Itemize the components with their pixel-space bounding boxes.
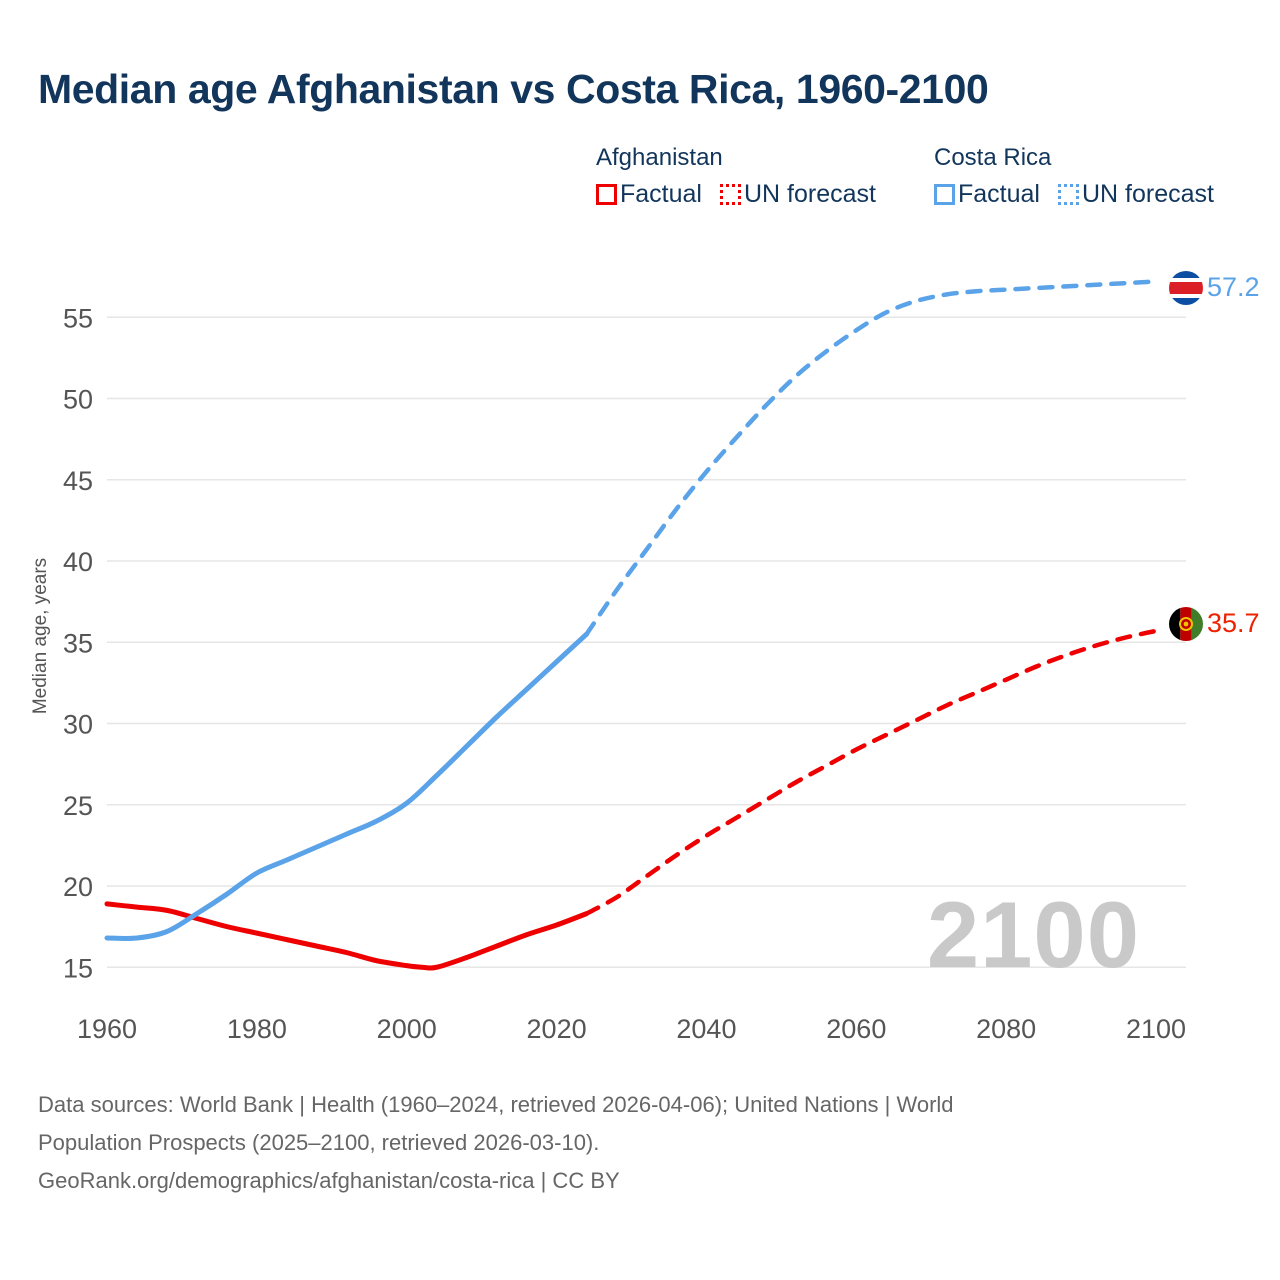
series-line-afghanistan-forecast: [584, 628, 1159, 916]
legend-item-label: UN forecast: [743, 180, 876, 208]
legend-swatch-solid-icon: [596, 183, 617, 205]
footer-line-3[interactable]: GeoRank.org/demographics/afghanistan/cos…: [38, 1168, 620, 1193]
legend-item-costa-rica-factual[interactable]: Factual: [934, 181, 1040, 207]
x-tick-label: 2000: [377, 1014, 437, 1044]
y-tick-label: 15: [63, 953, 93, 983]
x-tick-label: 2060: [826, 1014, 886, 1044]
legend-swatch-dotted-icon: [1057, 183, 1079, 205]
legend-swatch-dotted-icon: [719, 183, 741, 205]
legend-group-title-afghanistan: Afghanistan: [596, 144, 723, 171]
legend-group-afghanistan: Afghanistan Factual UN forecast: [596, 143, 876, 207]
footer-line-1: Data sources: World Bank | Health (1960–…: [38, 1092, 954, 1117]
legend-group-costa-rica: Costa Rica Factual UN forecast: [934, 143, 1214, 207]
chart-y-axis-title: Median age, years: [30, 558, 51, 714]
legend-item-label: Factual: [958, 180, 1040, 208]
series-line-costa-rica-forecast: [584, 279, 1159, 637]
endpoint-value-afghanistan: 35.7: [1207, 608, 1260, 638]
legend-item-label: Factual: [620, 180, 702, 208]
x-tick-label: 1980: [227, 1014, 287, 1044]
x-tick-label: 2080: [976, 1014, 1036, 1044]
endpoint-value-costa-rica: 57.2: [1207, 272, 1260, 302]
chart-y-tick-labels: 15 20 25 30 35 40 45 50 55: [63, 303, 93, 983]
chart-legend: Afghanistan Factual UN forecast Costa Ri…: [596, 143, 1256, 223]
y-tick-label: 30: [63, 710, 93, 740]
legend-item-label: UN forecast: [1081, 180, 1214, 208]
y-tick-label: 50: [63, 385, 93, 415]
x-tick-label: 1960: [77, 1014, 137, 1044]
y-tick-label: 35: [63, 628, 93, 658]
y-tick-label: 40: [63, 547, 93, 577]
x-tick-label: 2020: [527, 1014, 587, 1044]
legend-group-title-costa-rica: Costa Rica: [934, 144, 1052, 171]
y-tick-label: 45: [63, 466, 93, 496]
x-tick-label: 2100: [1126, 1014, 1186, 1044]
page-title: Median age Afghanistan vs Costa Rica, 19…: [38, 66, 989, 112]
footer-line-2: Population Prospects (2025–2100, retriev…: [38, 1130, 600, 1155]
chart-x-tick-labels: 1960 1980 2000 2020 2040 2060 2080 2100: [77, 1014, 1186, 1044]
series-line-afghanistan-factual: [104, 901, 590, 971]
chart-gridlines: [107, 316, 1186, 968]
costa-rica-flag-icon: [1169, 271, 1203, 305]
watermark-year: 2100: [926, 882, 1140, 987]
afghanistan-flag-icon: [1169, 607, 1203, 641]
y-tick-label: 20: [63, 872, 93, 902]
x-tick-label: 2040: [676, 1014, 736, 1044]
chart-series-lines: [104, 279, 1159, 971]
legend-item-afghanistan-un-forecast[interactable]: UN forecast: [719, 180, 876, 208]
y-tick-label: 25: [63, 791, 93, 821]
legend-item-afghanistan-factual[interactable]: Factual: [596, 181, 702, 207]
footer-sources: Data sources: World Bank | Health (1960–…: [38, 1086, 1198, 1200]
y-tick-label: 55: [63, 303, 93, 333]
legend-item-costa-rica-un-forecast[interactable]: UN forecast: [1057, 180, 1214, 208]
legend-swatch-solid-icon: [934, 183, 955, 205]
series-line-costa-rica-factual: [104, 631, 590, 941]
